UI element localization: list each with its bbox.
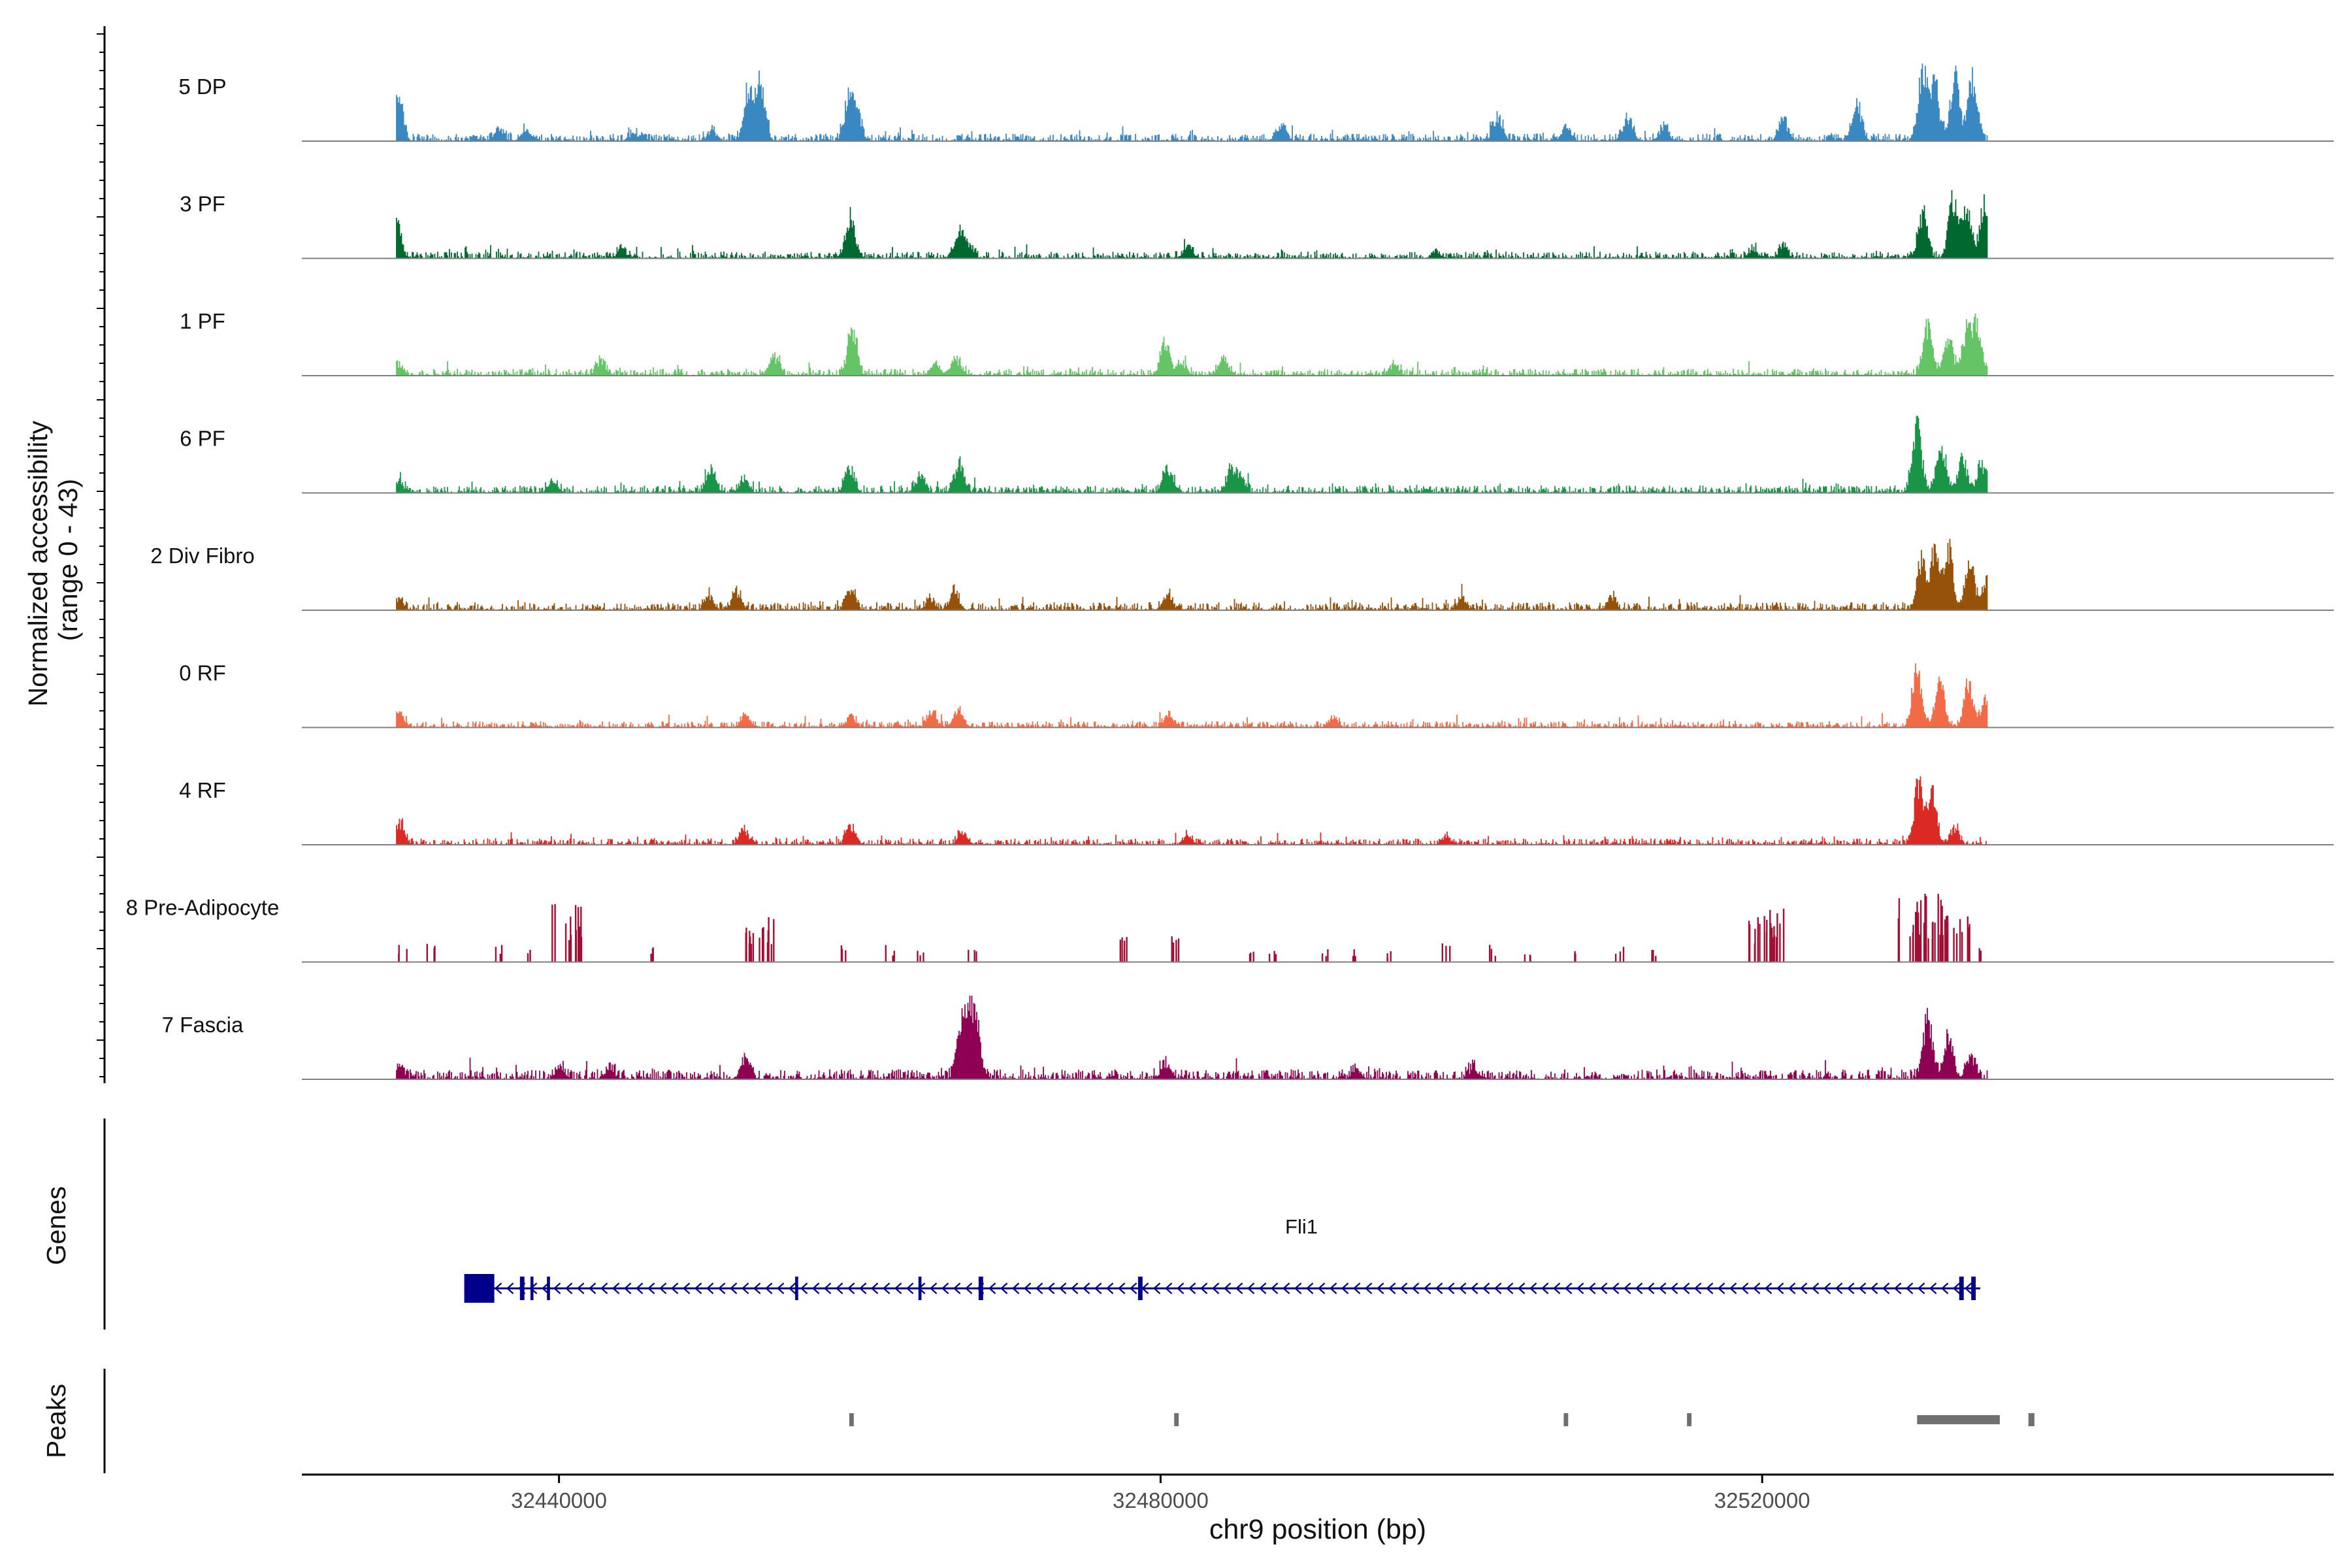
- gene-exon: [1971, 1277, 1976, 1300]
- x-axis: 32440000 32480000 32520000: [302, 1473, 2334, 1512]
- track-0: 5 DP: [178, 63, 2334, 142]
- coverage-signal: [396, 663, 1988, 728]
- coverage-signal: [396, 996, 1988, 1079]
- x-tick-label: 32480000: [1113, 1488, 1209, 1512]
- track-label: 0 RF: [179, 661, 226, 685]
- y-axis-title-line2: (range 0 - 43): [53, 479, 83, 641]
- track-6: 4 RF: [179, 776, 2334, 845]
- peak-region: [1917, 1415, 2000, 1424]
- track-4: 2 Div Fibro: [150, 538, 2334, 611]
- coverage-signal: [398, 894, 1982, 962]
- track-label: 2 Div Fibro: [150, 544, 255, 568]
- gene-exon: [978, 1277, 983, 1300]
- gene-exon: [795, 1277, 798, 1300]
- x-tick-label: 32520000: [1714, 1488, 1810, 1512]
- peaks-track-title: Peaks: [41, 1384, 71, 1458]
- track-2: 1 PF: [180, 309, 2334, 376]
- coverage-signal: [396, 63, 1988, 141]
- gene-exon: [1959, 1277, 1964, 1300]
- track-7: 8 Pre-Adipocyte: [126, 894, 2334, 963]
- x-axis-title: chr9 position (bp): [1209, 1514, 1426, 1545]
- y-axis-title: Normalized accessibility (range 0 - 43): [23, 414, 83, 707]
- gene-track: Fli1: [464, 1215, 1981, 1303]
- coverage-y-ticks: [97, 33, 105, 1077]
- gene-exon: [530, 1277, 534, 1300]
- track-label: 6 PF: [180, 427, 225, 451]
- track-label: 8 Pre-Adipocyte: [126, 896, 280, 920]
- track-label: 3 PF: [180, 192, 225, 216]
- track-label: 4 RF: [179, 778, 226, 802]
- track-3: 6 PF: [180, 416, 2334, 494]
- gene-exon: [918, 1277, 922, 1300]
- track-5: 0 RF: [179, 661, 2334, 728]
- coverage-signal: [396, 190, 1988, 259]
- peak-region: [1563, 1413, 1569, 1426]
- coverage-signal: [396, 416, 1988, 493]
- peak-region: [2028, 1413, 2034, 1426]
- coverage-tracks: 5 DP 3 PF 1 PF 6 PF 2 Div Fibro 0 RF 4 RF 8 Pre…: [126, 63, 2334, 1080]
- track-label: 1 PF: [180, 309, 225, 333]
- gene-label: Fli1: [1285, 1215, 1318, 1238]
- left-axes: [97, 26, 106, 1473]
- x-tick-label: 32440000: [511, 1488, 607, 1512]
- track-1: 3 PF: [180, 190, 2334, 259]
- gene-exon: [1137, 1277, 1143, 1300]
- track-8: 7 Fascia: [162, 996, 2334, 1080]
- coverage-signal: [396, 776, 1988, 845]
- peak-region: [849, 1413, 854, 1426]
- coverage-signal: [396, 313, 1988, 376]
- gene-exon: [519, 1277, 525, 1300]
- gene-exon: [547, 1277, 550, 1300]
- peak-region: [1687, 1413, 1691, 1426]
- peak-region: [1174, 1413, 1179, 1426]
- peak-track: [849, 1413, 2034, 1426]
- coverage-signal: [396, 538, 1988, 610]
- track-label: 5 DP: [178, 74, 226, 99]
- track-label: 7 Fascia: [162, 1013, 244, 1037]
- y-axis-title-line1: Normalized accessibility: [23, 420, 53, 706]
- gene-exon: [464, 1274, 495, 1303]
- genes-track-title: Genes: [41, 1186, 71, 1266]
